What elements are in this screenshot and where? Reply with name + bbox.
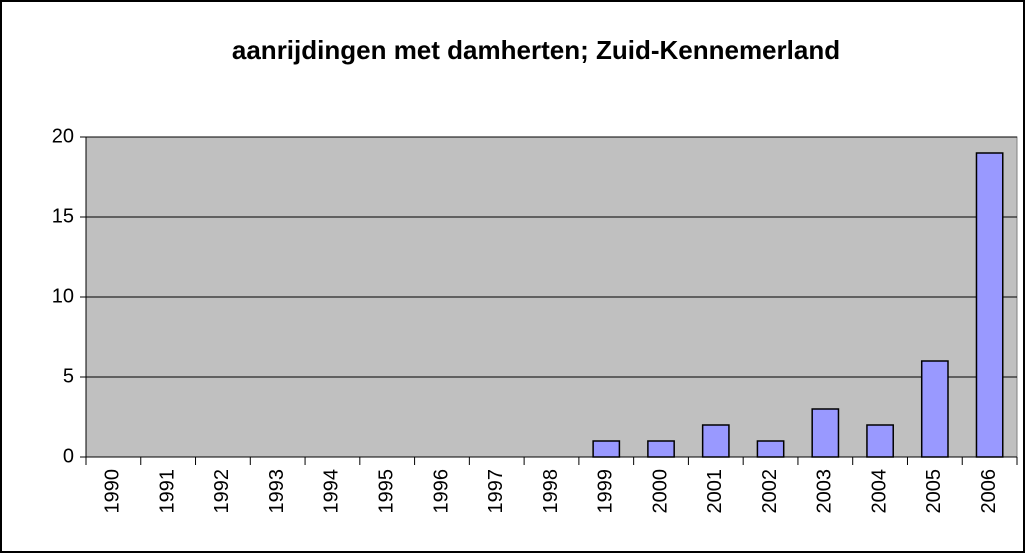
- x-tick-label: 1990: [102, 469, 124, 514]
- x-tick-label: 1993: [266, 469, 288, 514]
- bar: [866, 424, 894, 458]
- y-tick-label: 10: [52, 285, 74, 307]
- x-tick-label: 1994: [321, 469, 343, 514]
- x-tick-label: 2001: [704, 469, 726, 514]
- bar: [756, 440, 785, 458]
- x-tick-label: 2003: [814, 469, 836, 514]
- bar: [701, 424, 730, 458]
- y-tick-label: 20: [52, 125, 74, 147]
- y-tick-label: 15: [52, 205, 74, 227]
- x-tick-label: 1999: [595, 469, 617, 514]
- bar: [975, 152, 1004, 458]
- x-tick-label: 2006: [978, 469, 1000, 514]
- x-tick-label: 1992: [211, 469, 233, 514]
- x-tick-label: 1997: [485, 469, 507, 514]
- x-tick-label: 1995: [375, 469, 397, 514]
- bar: [647, 440, 675, 458]
- x-tick-label: 1991: [156, 469, 178, 514]
- x-tick-label: 2004: [868, 469, 890, 514]
- y-tick-label: 0: [63, 445, 74, 467]
- x-tick-label: 2000: [649, 469, 671, 514]
- bar: [811, 408, 840, 458]
- x-tick-label: 1998: [540, 469, 562, 514]
- x-tick-label: 2002: [759, 469, 781, 514]
- x-tick-label: 1996: [430, 469, 452, 514]
- y-tick-label: 5: [63, 365, 74, 387]
- chart-title: aanrijdingen met damherten; Zuid-Kenneme…: [232, 35, 840, 65]
- bar: [592, 440, 621, 458]
- bar: [920, 360, 949, 458]
- x-tick-label: 2005: [923, 469, 945, 514]
